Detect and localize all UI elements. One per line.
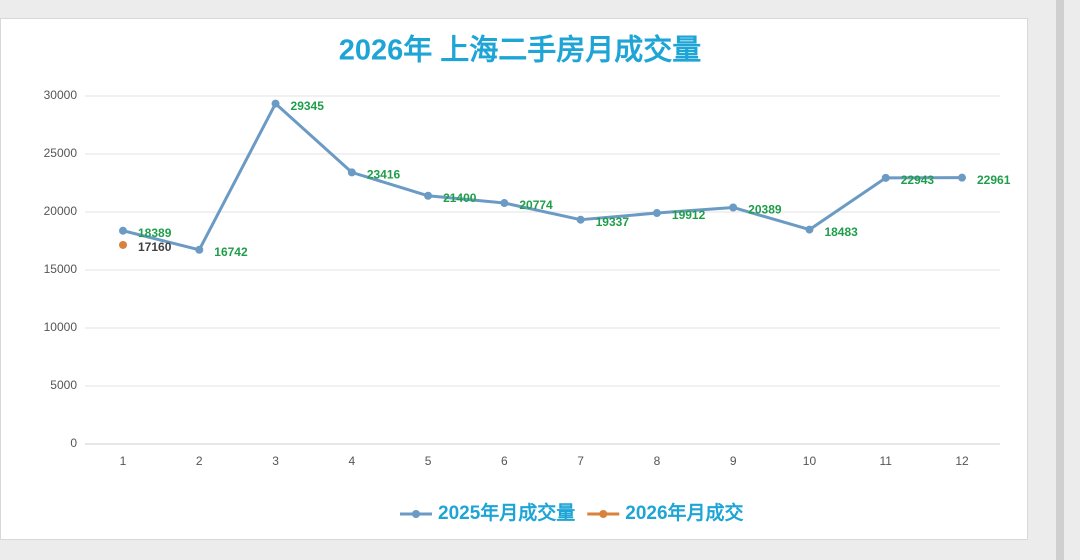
legend-marker (412, 510, 420, 518)
point-marker (576, 215, 585, 224)
series-line (122, 102, 963, 252)
data-label: 29345 (291, 99, 325, 113)
data-label: 19912 (672, 208, 706, 222)
data-label: 19337 (596, 215, 630, 229)
y-tick-label: 25000 (44, 146, 78, 160)
x-tick-label: 12 (955, 454, 969, 468)
point-marker (652, 209, 661, 218)
point-marker (881, 173, 890, 182)
y-tick-label: 0 (70, 436, 77, 450)
x-tick-label: 7 (577, 454, 584, 468)
x-tick-label: 6 (501, 454, 508, 468)
data-label: 22943 (901, 173, 935, 187)
legend-marker (599, 510, 608, 518)
chart-title: 2026年 上海二手房月成交量 (339, 33, 702, 67)
x-tick-label: 11 (879, 454, 892, 468)
x-tick-label: 9 (730, 454, 737, 468)
point-marker (347, 168, 356, 177)
x-tick-label: 2 (196, 454, 203, 468)
x-tick-label: 1 (120, 454, 127, 468)
legend-label: 2025年月成交量 (438, 501, 575, 524)
point-marker (958, 173, 966, 182)
x-tick-label: 8 (654, 454, 661, 468)
point-marker (119, 240, 127, 249)
point-marker (500, 199, 509, 208)
chart-panel (0, 18, 1028, 540)
scrollbar (1056, 0, 1064, 560)
y-tick-label: 5000 (50, 378, 77, 392)
x-tick-label: 4 (348, 454, 355, 468)
x-tick-label: 5 (425, 454, 432, 468)
legend-label: 2026年月成交 (625, 501, 743, 524)
point-marker (729, 203, 738, 212)
point-marker (119, 226, 127, 235)
point-marker (805, 225, 814, 234)
data-label: 21400 (443, 191, 477, 205)
data-label: 20774 (519, 198, 553, 212)
y-tick-label: 15000 (44, 262, 78, 276)
y-tick-label: 30000 (44, 88, 78, 102)
data-label: 16742 (214, 245, 248, 259)
y-tick-label: 10000 (44, 320, 78, 334)
data-label: 20389 (748, 203, 782, 217)
point-marker (195, 245, 204, 254)
data-label: 18483 (824, 225, 858, 239)
data-label: 18389 (138, 226, 172, 240)
point-marker (271, 99, 280, 108)
data-label: 23416 (367, 168, 401, 182)
data-label: 17160 (138, 240, 172, 254)
x-tick-label: 10 (803, 454, 817, 468)
point-marker (424, 191, 433, 200)
x-tick-label: 3 (272, 454, 279, 468)
data-label: 22961 (977, 173, 1011, 187)
y-tick-label: 20000 (44, 204, 78, 218)
